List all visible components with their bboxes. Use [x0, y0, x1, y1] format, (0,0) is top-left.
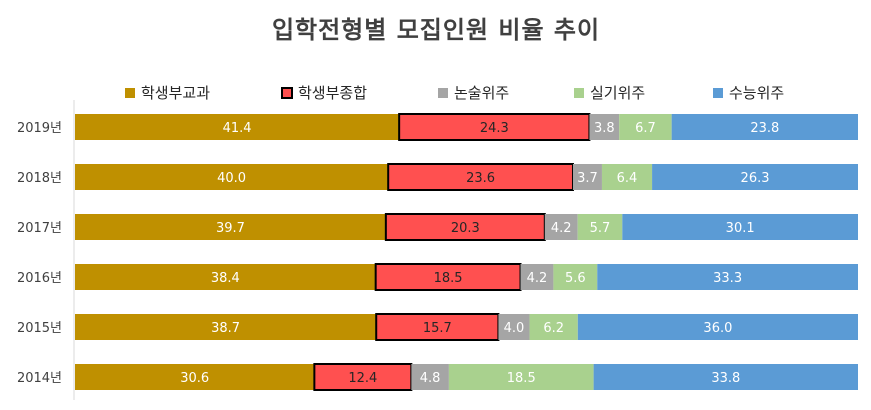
bar-2014-series-3	[448, 364, 594, 390]
bar-2017-series-0	[75, 214, 386, 240]
data-label-2018-series-3: 6.4	[617, 171, 638, 186]
bar-2016-series-0	[75, 264, 376, 290]
data-label-2018-series-1: 23.6	[466, 171, 495, 186]
bar-2017-series-3	[577, 214, 623, 240]
legend-swatch-4	[713, 88, 723, 98]
bar-2019-series-4	[671, 114, 858, 140]
legend-label-0: 학생부교과	[141, 84, 210, 102]
data-label-2019-series-2: 3.8	[594, 121, 615, 136]
bar-2014-series-4	[593, 364, 858, 390]
legend-label-1: 학생부종합	[298, 84, 367, 102]
data-label-2018-series-2: 3.7	[577, 171, 598, 186]
data-label-2017-series-2: 4.2	[551, 221, 572, 236]
data-label-2016-series-3: 5.6	[565, 271, 586, 286]
bar-2016-series-3	[553, 264, 598, 290]
legend-label-4: 수능위주	[729, 84, 784, 102]
data-label-2015-series-1: 15.7	[423, 321, 452, 336]
bar-2018-series-1	[387, 163, 574, 191]
tick-label-2015: 2015년	[17, 321, 62, 336]
bar-2015-series-3	[529, 314, 578, 340]
bar-2018-series-0	[75, 164, 389, 190]
bar-2015-series-0	[75, 314, 377, 340]
data-label-2014-series-3: 18.5	[507, 371, 536, 386]
bar-2015-series-2	[498, 314, 530, 340]
legend-label-2: 논술위주	[454, 84, 509, 102]
bar-2018-series-2	[572, 164, 602, 190]
data-label-2015-series-3: 6.2	[543, 321, 564, 336]
legend-label-3: 실기위주	[590, 84, 645, 102]
data-label-2018-series-4: 26.3	[741, 171, 770, 186]
category-axis: 2019년 2018년 2017년 2016년 2015년 2014년	[17, 121, 62, 386]
tick-label-2017: 2017년	[17, 221, 62, 236]
bar-2017-series-4	[622, 214, 858, 240]
bar-2015-series-1	[375, 313, 500, 341]
plot-area: 41.4 24.3 3.8 6.7 23.8 40.0 23.6 3.7 6.4 26.3 39.7…	[75, 113, 858, 391]
tick-label-2016: 2016년	[17, 271, 62, 286]
legend-swatch-2	[438, 88, 448, 98]
data-label-2019-series-4: 23.8	[750, 121, 779, 136]
data-label-2014-series-4: 33.8	[711, 371, 740, 386]
data-label-2014-series-0: 30.6	[180, 371, 209, 386]
data-label-2018-series-0: 40.0	[217, 171, 246, 186]
bar-2014-series-2	[411, 364, 449, 390]
data-label-2017-series-3: 5.7	[590, 221, 611, 236]
bar-2014-series-1	[313, 363, 413, 391]
data-label-2019-series-1: 24.3	[480, 121, 509, 136]
bar-2019-series-2	[589, 114, 620, 140]
data-label-2016-series-2: 4.2	[527, 271, 548, 286]
bar-2017-series-1	[384, 213, 546, 241]
tick-label-2019: 2019년	[17, 121, 62, 136]
data-label-2019-series-0: 41.4	[223, 121, 252, 136]
chart-legend: 학생부교과 학생부종합 논술위주 실기위주 수능위주	[125, 84, 784, 102]
data-label-2014-series-1: 12.4	[348, 371, 377, 386]
bar-2019-series-0	[75, 114, 400, 140]
data-label-2016-series-4: 33.3	[713, 271, 742, 286]
data-label-2015-series-0: 38.7	[211, 321, 240, 336]
data-label-2019-series-3: 6.7	[635, 121, 656, 136]
bar-2019-series-3	[619, 114, 672, 140]
bar-2015-series-4	[577, 314, 858, 340]
bar-2014-series-0	[75, 364, 315, 390]
legend-swatch-3	[574, 88, 584, 98]
data-label-2016-series-0: 38.4	[211, 271, 240, 286]
legend-swatch-1	[281, 87, 293, 99]
data-label-2017-series-0: 39.7	[216, 221, 245, 236]
chart-title: 입학전형별 모집인원 비율 추이	[272, 16, 600, 44]
tick-label-2018: 2018년	[17, 171, 62, 186]
bar-2018-series-3	[601, 164, 653, 190]
data-label-2014-series-2: 4.8	[420, 371, 441, 386]
legend-swatch-0	[125, 88, 135, 98]
data-label-2017-series-4: 30.1	[726, 221, 755, 236]
bar-2017-series-2	[544, 214, 578, 240]
data-label-2015-series-4: 36.0	[703, 321, 732, 336]
bar-2016-series-4	[597, 264, 858, 290]
tick-label-2014: 2014년	[17, 371, 62, 386]
bar-2019-series-1	[398, 113, 591, 141]
data-label-2016-series-1: 18.5	[434, 271, 463, 286]
bar-2018-series-4	[652, 164, 858, 190]
bar-2016-series-2	[520, 264, 554, 290]
data-label-2015-series-2: 4.0	[504, 321, 525, 336]
data-label-2017-series-1: 20.3	[451, 221, 480, 236]
